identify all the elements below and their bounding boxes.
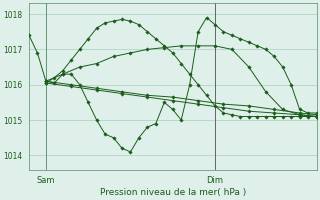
- X-axis label: Pression niveau de la mer( hPa ): Pression niveau de la mer( hPa ): [100, 188, 246, 197]
